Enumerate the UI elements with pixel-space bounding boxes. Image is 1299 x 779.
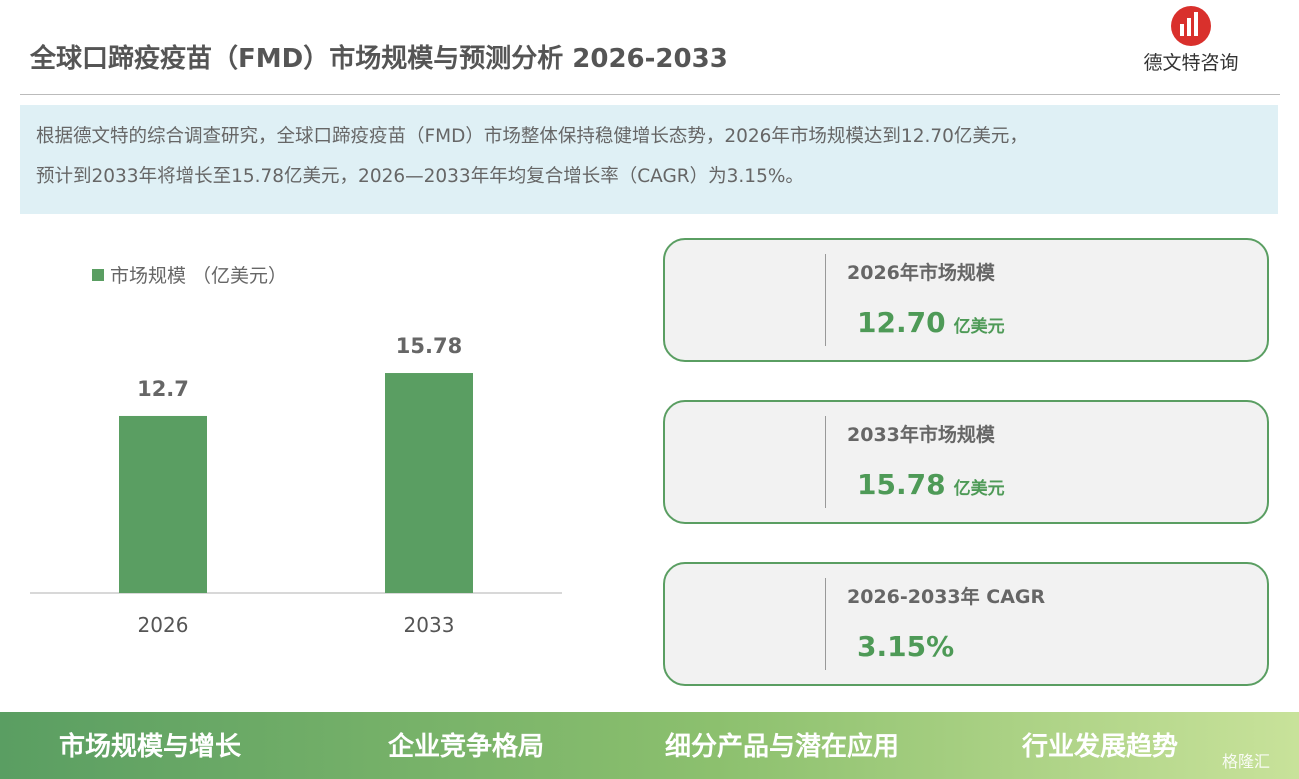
title: 全球口蹄疫疫苗（FMD）市场规模与预测分析 2026-2033 xyxy=(30,44,728,74)
card-title: 2026年市场规模 xyxy=(847,262,995,284)
tab[interactable]: 市场规模与增长 xyxy=(58,732,242,762)
value: 3.15% xyxy=(857,630,955,663)
card: 2026年市场规模 12.70 亿美元 xyxy=(663,238,1269,362)
summary-line: 预计到2033年将增长至15.78亿美元，2026—2033年年均复合增长率（C… xyxy=(36,166,804,187)
value: 12.70 xyxy=(857,306,946,339)
card-title: 2026-2033年 CAGR xyxy=(847,586,1046,608)
card-value: 12.70 亿美元 xyxy=(857,306,1005,339)
summary-box: 根据德文特的综合调查研究，全球口蹄疫疫苗（FMD）市场整体保持稳健增长态势，20… xyxy=(20,105,1278,214)
card: 2033年市场规模 15.78 亿美元 xyxy=(663,400,1269,524)
legend-swatch xyxy=(92,269,104,281)
tab[interactable]: 细分产品与潜在应用 xyxy=(664,732,900,762)
card: 2026-2033年 CAGR 3.15% xyxy=(663,562,1269,686)
tab[interactable]: 行业发展趋势 xyxy=(1021,732,1179,762)
x-tick-label: 2026 xyxy=(138,613,189,637)
divider xyxy=(20,94,1280,95)
data-label: 15.78 xyxy=(396,334,462,358)
unit: 亿美元 xyxy=(953,317,1005,337)
tab[interactable]: 企业竞争格局 xyxy=(387,732,545,762)
data-label: 12.7 xyxy=(137,377,189,401)
bar xyxy=(385,373,473,593)
card-value: 3.15% xyxy=(857,630,954,663)
card-value: 15.78 亿美元 xyxy=(857,468,1005,501)
bar xyxy=(119,415,207,593)
logo-text: 德文特咨询 xyxy=(1143,52,1238,74)
summary-line: 根据德文特的综合调查研究，全球口蹄疫疫苗（FMD）市场整体保持稳健增长态势，20… xyxy=(36,126,1028,147)
x-tick-label: 2033 xyxy=(404,613,455,637)
value: 15.78 xyxy=(857,468,946,501)
legend-label: 市场规模 （亿美元） xyxy=(110,265,287,287)
chart: 市场规模 （亿美元） 2026 12.7 2033 15.78 xyxy=(30,265,562,637)
unit: 亿美元 xyxy=(953,479,1005,499)
watermark: 格隆汇 xyxy=(1222,752,1271,771)
logo: 德文特咨询 xyxy=(1143,6,1239,74)
footer-bar: 市场规模与增长 企业竞争格局 细分产品与潜在应用 行业发展趋势 xyxy=(0,712,1299,779)
card-title: 2033年市场规模 xyxy=(847,424,995,446)
